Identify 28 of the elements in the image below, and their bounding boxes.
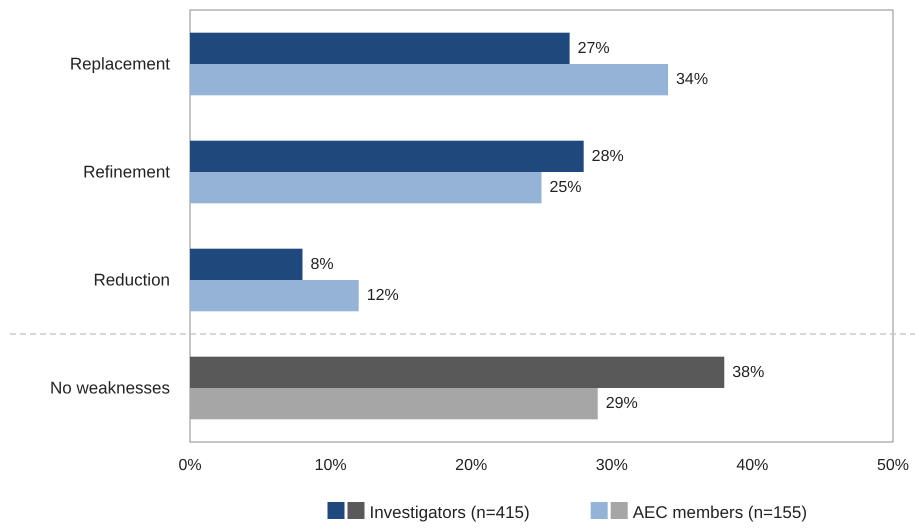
bar	[190, 172, 542, 204]
y-tick-label: No weaknesses	[50, 378, 170, 398]
x-tick-label: 40%	[736, 457, 768, 474]
x-tick-label: 20%	[455, 457, 488, 474]
data-label: 38%	[732, 364, 764, 381]
data-label: 27%	[578, 40, 610, 57]
x-tick-label: 30%	[596, 457, 628, 474]
data-label: 12%	[366, 287, 399, 304]
x-tick-label: 10%	[314, 457, 347, 474]
bar	[190, 388, 598, 420]
bar	[190, 32, 570, 64]
bar	[190, 140, 584, 172]
bar	[190, 64, 668, 96]
y-tick-label: Refinement	[83, 162, 170, 182]
data-label: 34%	[676, 71, 708, 88]
data-label: 28%	[592, 148, 624, 165]
data-label: 29%	[606, 395, 638, 412]
data-label: 8%	[310, 256, 334, 273]
x-tick-label: 0%	[178, 457, 202, 474]
bar	[190, 356, 724, 388]
bar	[190, 280, 359, 312]
legend-label: Investigators (n=415)	[370, 503, 530, 522]
data-label: 25%	[550, 179, 582, 196]
bar	[190, 248, 302, 280]
legend-label: AEC members (n=155)	[632, 503, 808, 522]
y-tick-label: Replacement	[70, 54, 170, 74]
x-tick-label: 50%	[876, 457, 910, 474]
y-tick-label: Reduction	[93, 270, 170, 290]
